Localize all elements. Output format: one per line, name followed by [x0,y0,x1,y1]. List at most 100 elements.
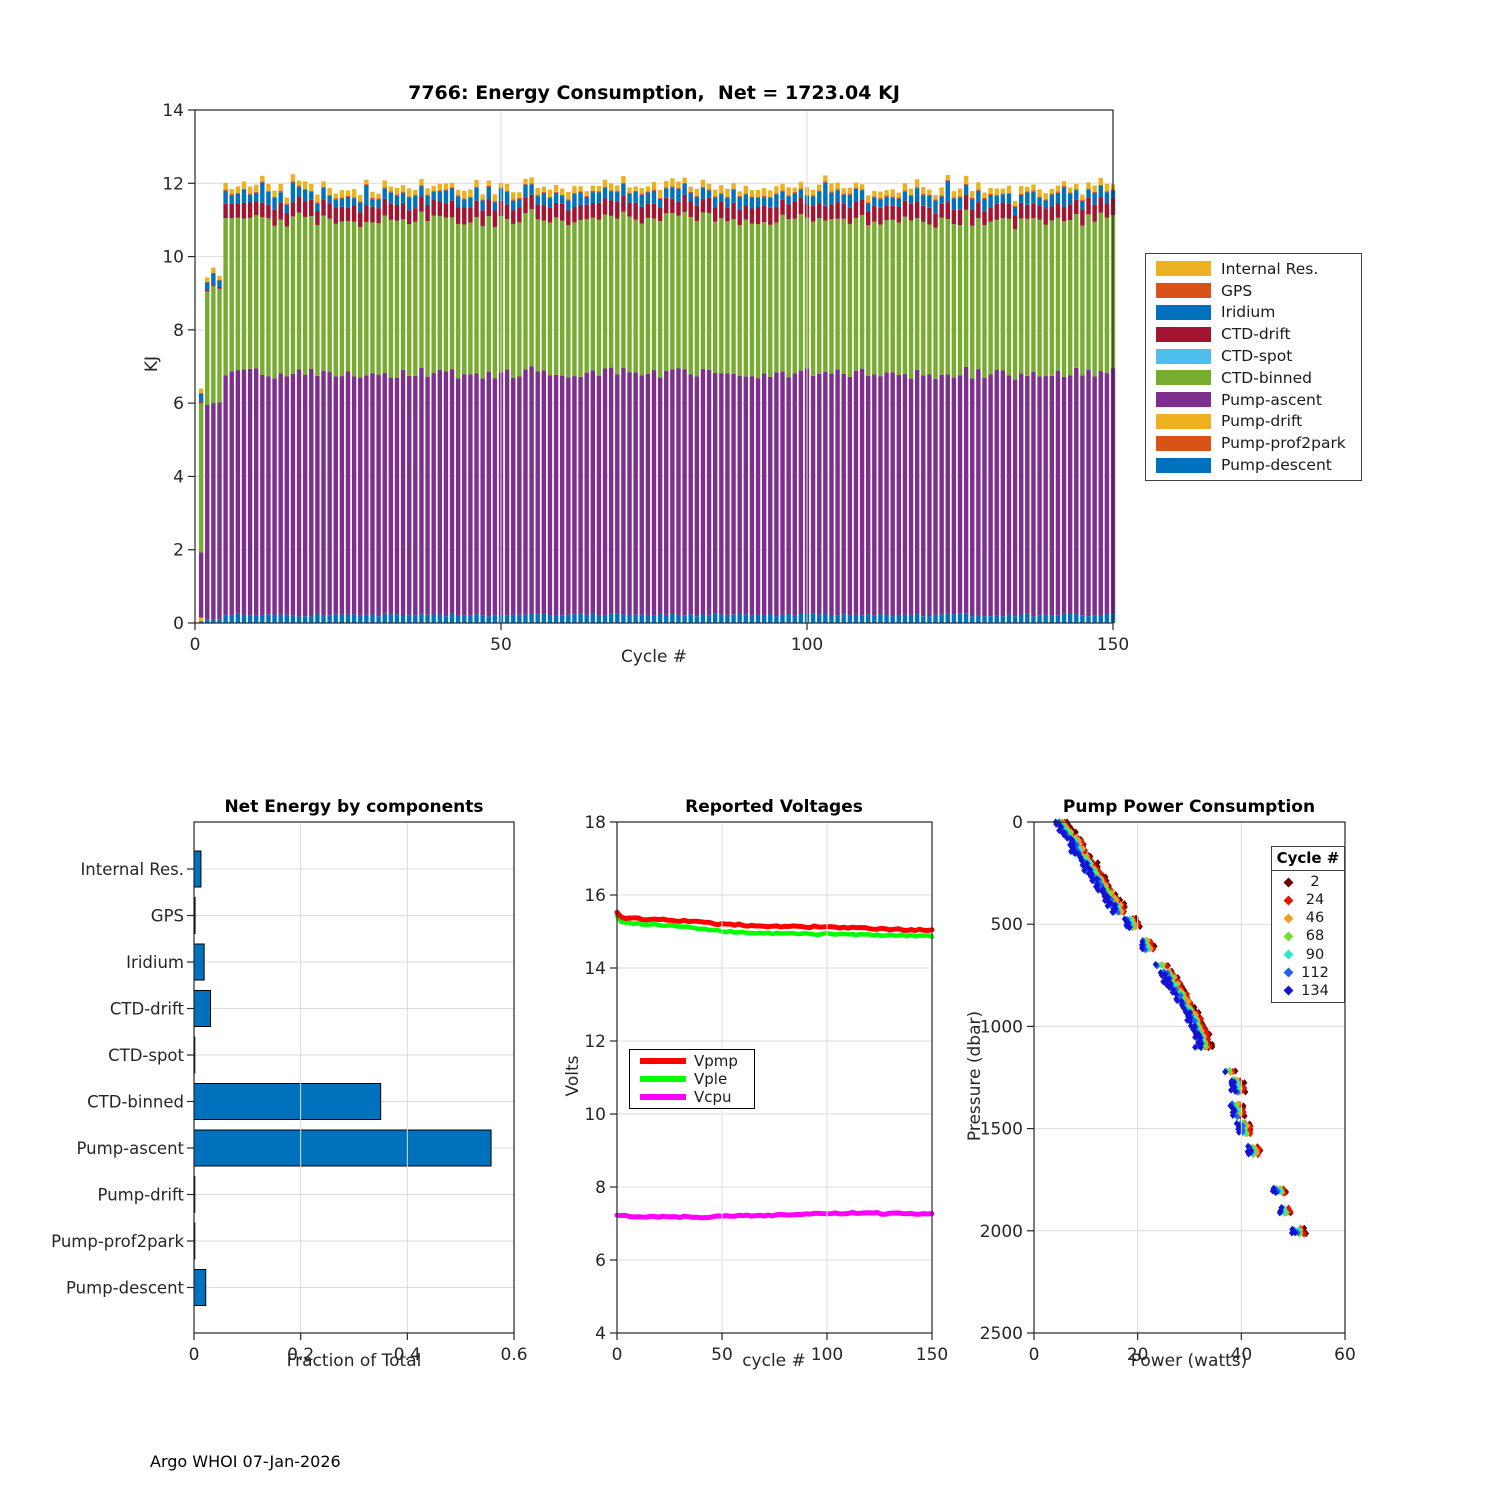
bar-segment-ctd-binned [780,214,785,372]
scatter-point-cycle-24 [1247,1130,1254,1138]
scatter-point-cycle-112 [1180,999,1187,1007]
bar-segment-iridium [865,203,871,212]
bar-segment-ctd-drift [627,202,632,217]
bar-segment-gps [223,189,228,191]
legend-item: Internal Res. [1156,260,1357,278]
bar-segment-ctd-binned [223,218,228,376]
bar-segment-pump-descent [431,614,436,623]
bar-segment-iridium [755,197,761,208]
bar-segment-ctd-drift [1098,197,1103,213]
bar-segment-gps [817,190,822,192]
bar-segment-ctd-drift [302,201,308,217]
bar-segment-ctd-drift [223,203,228,219]
bar-segment-internal-res- [315,194,320,203]
bar-segment-internal-res- [211,267,216,273]
bar-segment-pump-descent [309,616,314,623]
bar-segment-pump-descent [541,614,547,623]
legend-label: CTD-spot [1221,347,1293,366]
bar-segment-pump-descent [229,614,234,623]
bar-segment-ctd-drift [761,205,767,223]
bar-segment-iridium [853,188,859,202]
bar-segment-ctd-binned [302,216,308,375]
bar-segment-internal-res- [309,183,314,191]
bar-segment-pump-descent [302,616,308,623]
bar-segment-gps [1098,184,1103,186]
scatter-point-cycle-134 [1187,1008,1194,1017]
bar-segment-pump-descent [914,613,920,623]
scatter-point-cycle-68 [1242,1123,1249,1132]
bar-segment-internal-res- [749,190,755,197]
bar-segment-pump-ascent [1012,379,1018,617]
bar-segment-ctd-binned [449,217,455,370]
bar-segment-internal-res- [963,175,969,184]
bar-segment-iridium [602,188,608,199]
bar-segment-pump-descent [688,614,693,623]
bar-segment-ctd-drift [823,205,828,221]
bar-segment-pump-ascent [223,375,228,615]
bar-segment-pump-ascent [712,373,718,614]
bar-segment-internal-res- [829,183,834,192]
bar-segment-gps [596,191,602,193]
bar-segment-ctd-drift [382,198,387,216]
scatter-point-cycle-134 [1235,1128,1242,1136]
bar-segment-internal-res- [712,189,718,197]
bar-segment-pump-descent [670,614,675,623]
scatter-point-cycle-90 [1280,1208,1287,1217]
bar-segment-pump-ascent [419,367,424,615]
bar-segment-ctd-drift [351,205,357,222]
bar-segment-internal-res- [645,186,651,192]
bar-segment-internal-res- [976,182,981,190]
scatter-point-cycle-24 [1240,1108,1247,1116]
bar-segment-pump-descent [419,614,424,623]
bar-segment-ctd-drift [768,207,773,225]
bar-segment-ctd-binned [290,216,296,374]
bar-segment-internal-res- [1025,186,1030,192]
bar-segment-ctd-binned [841,218,846,374]
bar-segment-pump-descent [810,613,816,623]
bar-segment-iridium [621,183,626,196]
tick-label: 4 [595,1324,606,1344]
bar-segment-pump-ascent [908,378,914,616]
bar-segment-ctd-binned [376,223,381,375]
legend-label: Pump-prof2park [1221,434,1346,453]
bar-segment-ctd-drift [321,199,326,216]
bar-segment-pump-ascent [706,369,712,615]
bar-segment-ctd-drift [358,212,363,227]
bar-segment-iridium [1006,193,1012,205]
bar-segment-pump-drift [198,617,204,622]
bar-segment-pump-ascent [798,370,804,614]
bar-segment-ctd-binned [431,215,436,374]
tick-label: 6 [595,1251,606,1271]
bar-segment-ctd-binned [676,215,681,369]
category-label: Pump-descent [66,1279,185,1298]
bar-segment-iridium [712,197,718,208]
bar-segment-pump-ascent [749,376,755,616]
bar-segment-pump-ascent [559,375,565,616]
bar-segment-pump-ascent [321,370,326,616]
bar-segment-iridium [266,191,271,205]
scatter-point-cycle-46 [1254,1149,1260,1157]
bar-segment-ctd-binned [945,219,950,375]
bar-segment-ctd-drift [260,202,265,218]
bar-segment-iridium [749,197,755,209]
bar-segment-gps [419,185,424,187]
bar-segment-pump-descent [260,615,265,623]
bar-segment-ctd-binned [988,221,993,375]
bar-segment-pump-ascent [504,369,510,616]
tick-label: 0.4 [394,1345,421,1365]
bar-segment-pump-descent [774,616,779,623]
bar-segment-pump-ascent [425,376,430,615]
legend-label: Internal Res. [1221,259,1319,278]
voltages-frame [616,821,933,1334]
bar-segment-ctd-binned [486,216,491,372]
bar-segment-pump-ascent [982,377,987,617]
bar-segment-pump-ascent [602,368,608,616]
bar-segment-iridium [1000,194,1006,203]
bar-segment-pump-descent [480,615,485,623]
bar-segment-iridium [302,189,308,202]
bar-segment-iridium [345,196,351,208]
bar-segment-pump-descent [829,615,834,623]
bar-segment-pump-ascent [682,369,687,616]
bar-segment-pump-ascent [608,367,614,614]
